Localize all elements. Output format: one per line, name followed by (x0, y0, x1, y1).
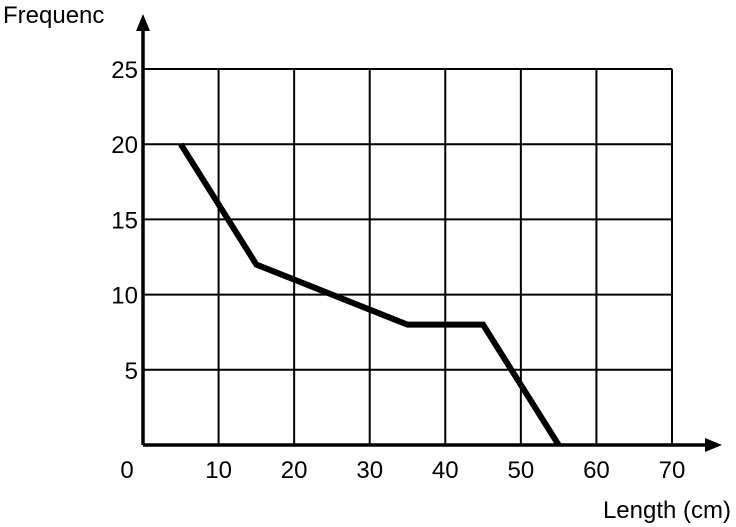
x-tick-label-60: 60 (583, 457, 610, 484)
x-tick-label-50: 50 (508, 457, 535, 484)
x-tick-label-40: 40 (432, 457, 459, 484)
origin-label: 0 (120, 457, 133, 484)
y-tick-label-15: 15 (111, 207, 138, 234)
series-line-0 (178, 142, 562, 447)
series (178, 142, 562, 447)
x-tick-label-30: 30 (356, 457, 383, 484)
y-tick-label-20: 20 (111, 132, 138, 159)
y-tick-label-10: 10 (111, 283, 138, 310)
labels: Frequenc Length (cm) 0 10 20 30 40 50 60 70 5 10… (3, 2, 731, 524)
x-axis-label: Length (cm) (603, 497, 731, 524)
y-tick-label-25: 25 (111, 57, 138, 84)
grid (143, 68, 673, 445)
x-tick-label-10: 10 (205, 457, 232, 484)
x-tick-label-20: 20 (281, 457, 308, 484)
x-tick-label-70: 70 (659, 457, 686, 484)
axes (136, 14, 722, 452)
y-axis-arrowhead (136, 14, 150, 31)
y-axis-label: Frequenc (3, 2, 104, 29)
x-axis-arrowhead (705, 438, 722, 452)
y-tick-label-5: 5 (125, 358, 138, 385)
